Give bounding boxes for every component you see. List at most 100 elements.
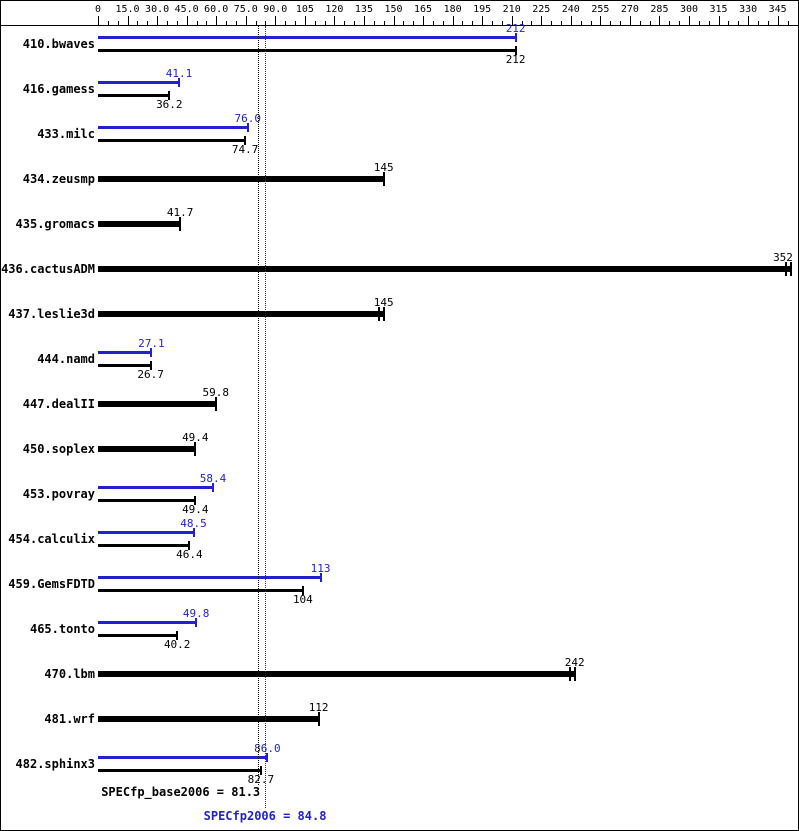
benchmark-name: 465.tonto	[29, 622, 95, 636]
axis-tick-label: 315	[709, 4, 728, 15]
base-bar	[98, 671, 575, 677]
axis-tick-label: 75.0	[233, 4, 258, 15]
axis-tick-label: 120	[325, 4, 344, 15]
bar-end-cap	[568, 667, 571, 681]
axis-minor-tick	[196, 21, 198, 25]
base-value-label: 242	[564, 656, 585, 669]
axis-minor-tick	[255, 21, 257, 25]
benchmark-name: 433.milc	[37, 127, 95, 141]
axis-major-tick	[157, 16, 159, 25]
bar-end-cap	[214, 397, 217, 411]
peak-value-label: 58.4	[199, 472, 227, 485]
axis-minor-tick	[462, 21, 464, 25]
base-value-label: 145	[373, 296, 394, 309]
base-bar	[98, 499, 196, 502]
peak-bar-end-cap	[514, 33, 517, 42]
base-bar-end-cap	[188, 541, 191, 550]
peak-bar-end-cap	[266, 753, 269, 762]
axis-major-tick	[541, 16, 543, 25]
benchmark-name: 410.bwaves	[22, 37, 95, 51]
peak-mean-line	[265, 26, 267, 808]
axis-minor-tick	[531, 21, 533, 25]
axis-minor-tick	[649, 21, 651, 25]
peak-bar	[98, 486, 214, 489]
axis-major-tick	[748, 16, 750, 25]
axis-major-tick	[127, 16, 129, 25]
base-bar	[98, 401, 216, 407]
axis-minor-tick	[265, 21, 267, 25]
axis-major-tick	[186, 16, 188, 25]
axis-minor-tick	[403, 21, 405, 25]
axis-tick-label: 225	[532, 4, 551, 15]
base-bar	[98, 266, 792, 272]
axis-minor-tick	[590, 21, 592, 25]
axis-major-tick	[452, 16, 454, 25]
peak-bar-end-cap	[177, 78, 180, 87]
axis-major-tick	[629, 16, 631, 25]
axis-minor-tick	[206, 21, 208, 25]
axis-tick-label: 300	[679, 4, 699, 15]
axis-major-tick	[600, 16, 602, 25]
axis-minor-tick	[501, 21, 503, 25]
axis-tick-label: 60.0	[204, 4, 229, 15]
axis-major-tick	[216, 16, 218, 25]
axis-minor-tick	[610, 21, 612, 25]
peak-value-label: 27.1	[138, 337, 165, 350]
base-bar	[98, 769, 261, 772]
base-bar-end-cap	[168, 91, 171, 100]
peak-bar-end-cap	[192, 528, 195, 537]
benchmark-name: 459.GemsFDTD	[8, 577, 95, 591]
peak-bar-end-cap	[319, 573, 322, 582]
axis-major-tick	[334, 16, 336, 25]
base-value-label: 104	[292, 593, 313, 606]
axis-minor-tick	[176, 21, 178, 25]
axis-tick-label: 45.0	[174, 4, 199, 15]
axis-tick-label: 195	[473, 4, 492, 15]
base-value-label: 82.7	[247, 773, 275, 786]
base-value-label: 49.4	[182, 431, 209, 444]
peak-value-label: 113	[310, 562, 331, 575]
axis-minor-tick	[738, 21, 740, 25]
base-value-label: 26.7	[137, 368, 164, 381]
base-bar	[98, 221, 181, 227]
bar-end-cap	[382, 172, 385, 186]
peak-bar-end-cap	[195, 618, 198, 627]
base-bar-end-cap	[514, 46, 517, 55]
benchmark-name: 453.povray	[22, 487, 95, 501]
axis-tick-label: 30.0	[145, 4, 170, 15]
axis-minor-tick	[669, 21, 671, 25]
axis-major-tick	[777, 16, 779, 25]
axis-tick-label: 165	[414, 4, 433, 15]
axis-minor-tick	[314, 21, 316, 25]
base-bar	[98, 364, 151, 367]
axis-minor-tick	[117, 21, 119, 25]
axis-minor-tick	[354, 21, 356, 25]
bar-end-cap	[382, 307, 385, 321]
axis-minor-tick	[492, 21, 493, 25]
bar-end-cap	[179, 217, 182, 231]
axis-minor-tick	[107, 21, 109, 25]
peak-value-label: 41.1	[165, 67, 193, 80]
axis-tick-label: 255	[591, 4, 610, 15]
base-bar	[98, 94, 170, 97]
base-bar-end-cap	[301, 586, 304, 595]
axis-major-tick	[570, 16, 572, 25]
benchmark-name: 482.sphinx3	[15, 757, 95, 771]
axis-minor-tick	[728, 21, 730, 25]
axis-minor-tick	[698, 21, 700, 25]
axis-major-tick	[245, 16, 247, 25]
peak-value-label: 86.0	[254, 742, 281, 755]
axis-minor-tick	[560, 21, 562, 25]
axis-major-tick	[275, 16, 277, 25]
peak-bar	[98, 756, 268, 759]
axis-major-tick	[363, 16, 365, 25]
base-value-label: 212	[505, 53, 526, 66]
base-bar	[98, 716, 319, 722]
axis-minor-tick	[442, 21, 444, 25]
axis-minor-tick	[344, 21, 346, 25]
peak-bar	[98, 621, 197, 624]
axis-major-tick	[98, 16, 99, 25]
axis-tick-label: 150	[384, 4, 403, 15]
axis-major-tick	[393, 16, 395, 25]
